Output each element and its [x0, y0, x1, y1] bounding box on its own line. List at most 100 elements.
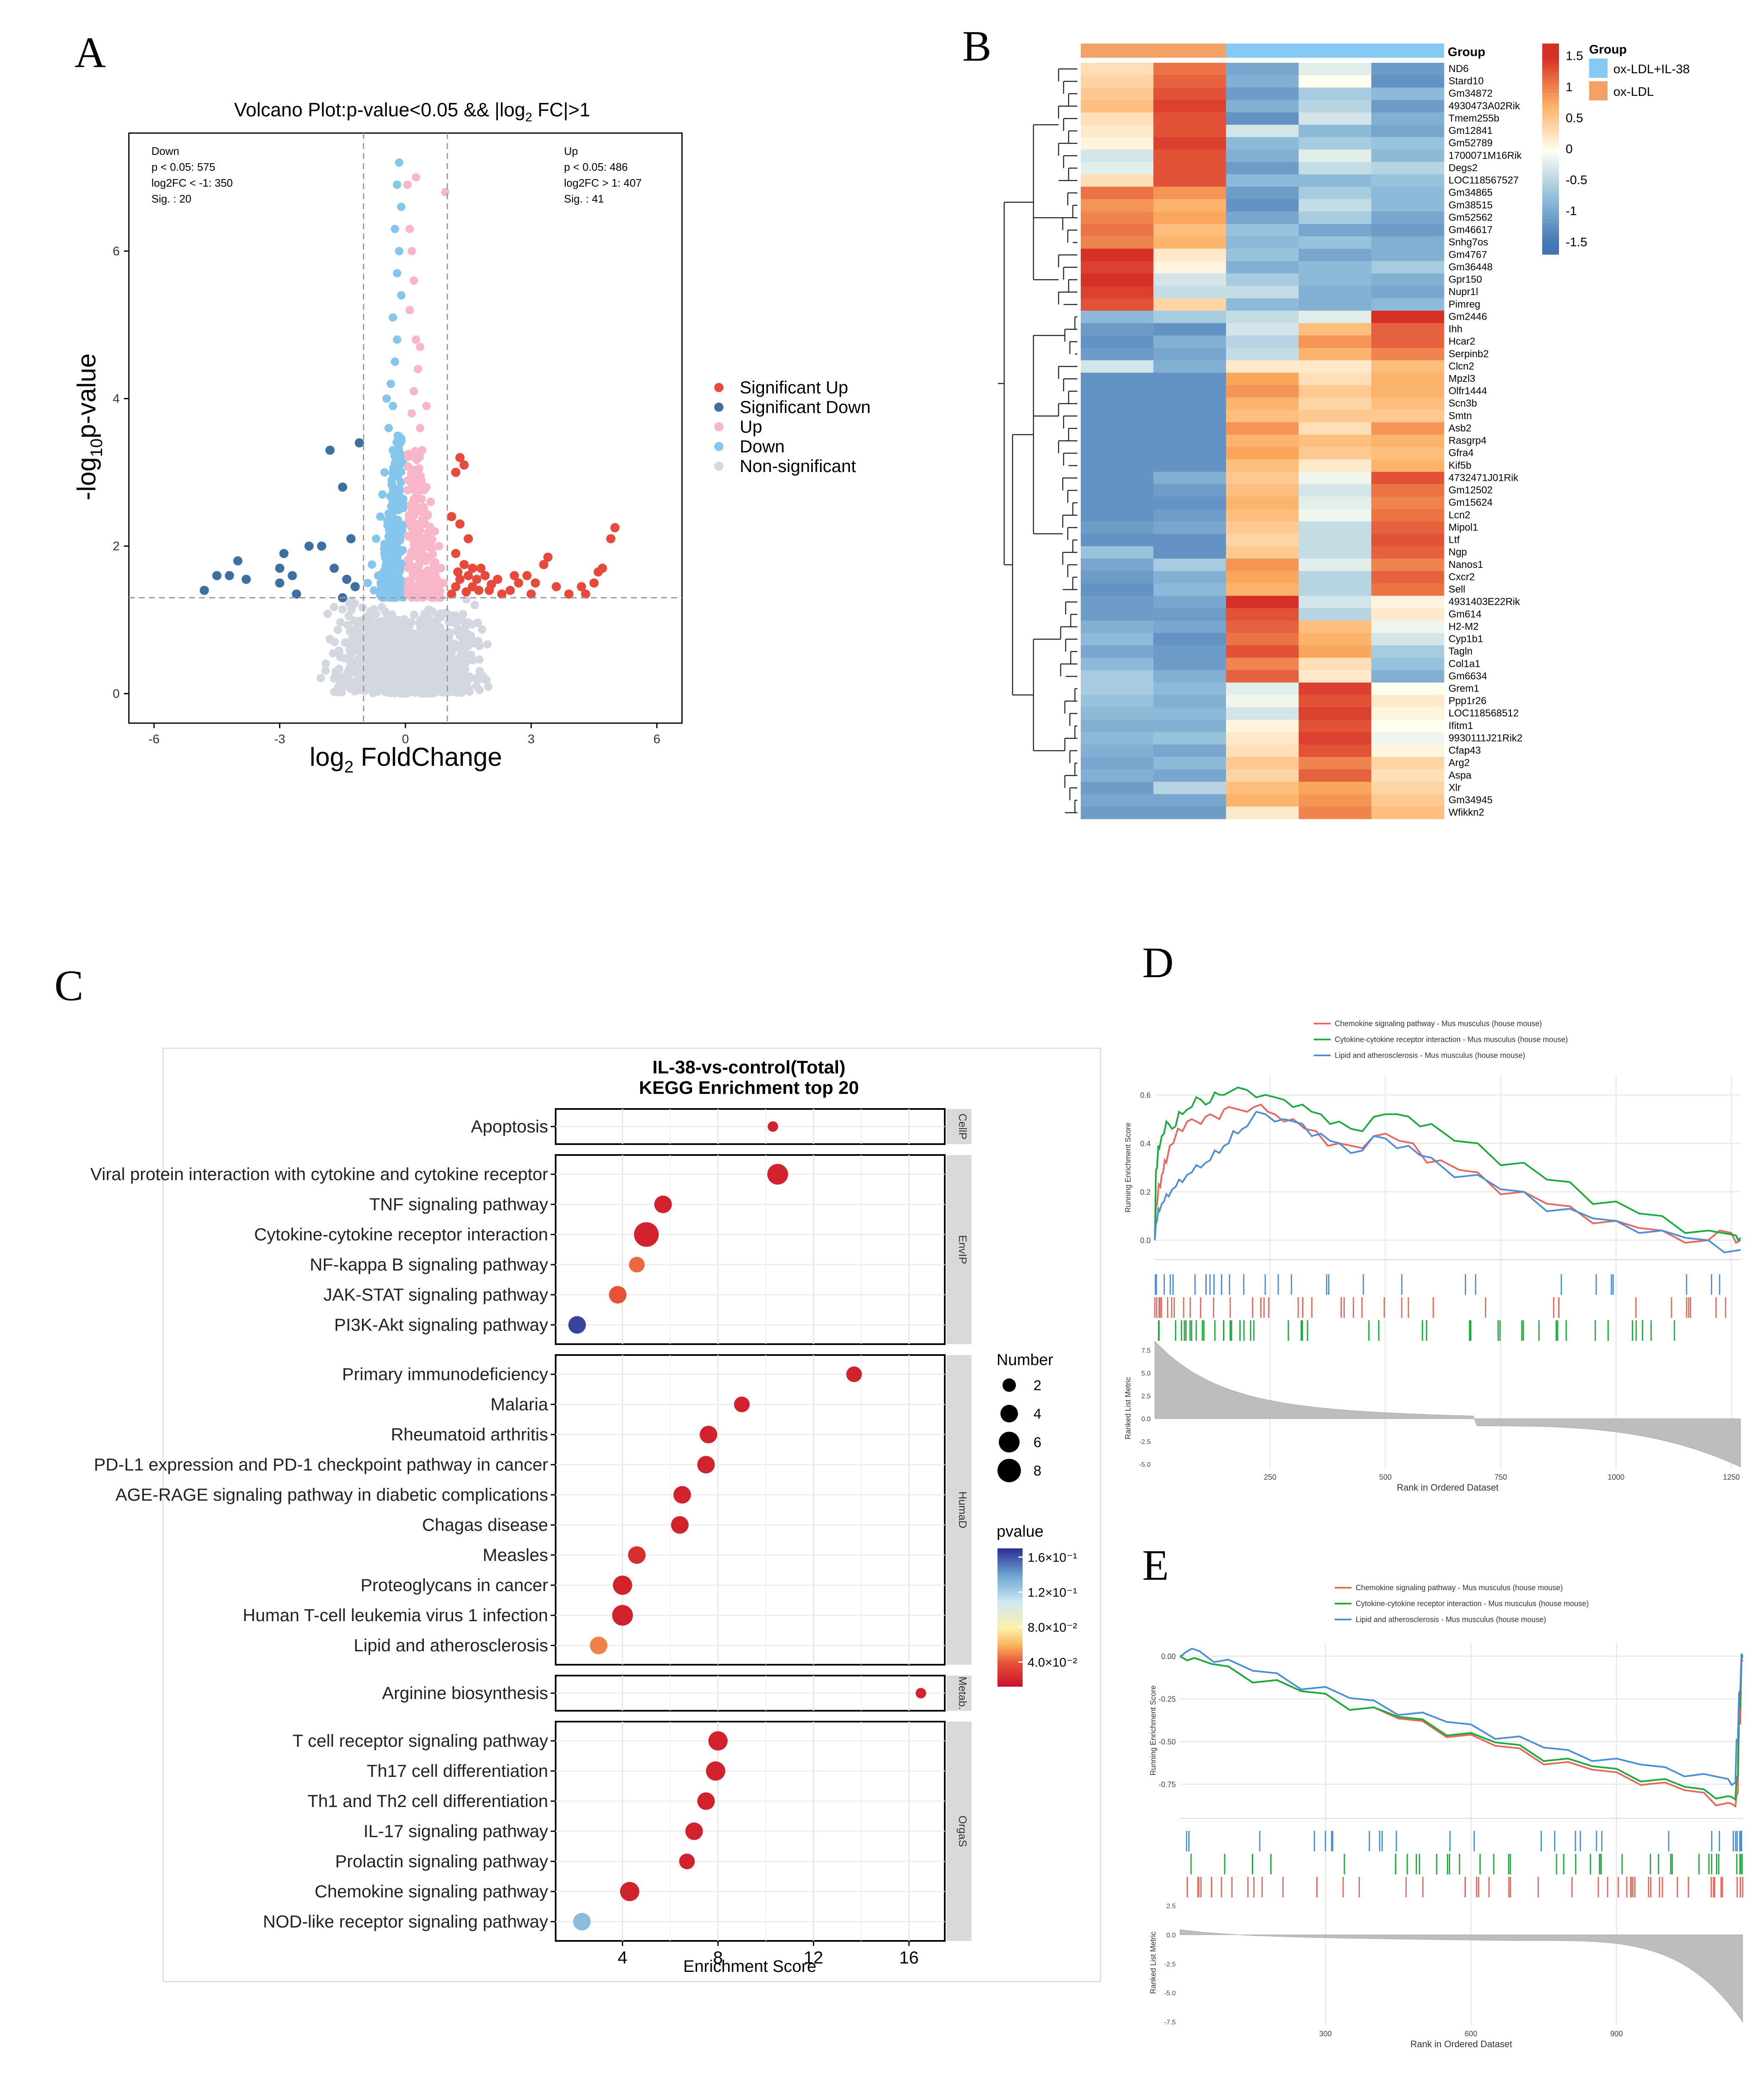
x-tick-label: 4	[618, 1948, 627, 1967]
gene-label: Wfikkn2	[1449, 807, 1484, 818]
point-nonsignificant	[467, 631, 475, 640]
group-legend-title: Group	[1589, 43, 1627, 56]
point-down	[382, 394, 391, 403]
gene-label: Cyp1b1	[1449, 634, 1483, 645]
size-legend-label: 2	[1033, 1378, 1041, 1394]
color-legend-step	[997, 1676, 1023, 1679]
group-annotation-cell	[1226, 44, 1299, 58]
point-up	[404, 581, 413, 590]
color-scale-step	[1542, 96, 1559, 100]
point-down	[392, 180, 401, 189]
point-significant-up	[610, 523, 620, 532]
point-up	[412, 173, 420, 182]
color-legend-step	[997, 1624, 1023, 1626]
term-label: Primary immunodeficiency	[342, 1364, 548, 1384]
heatmap-cell	[1298, 534, 1372, 547]
point-nonsignificant	[441, 665, 449, 673]
term-label: Chagas disease	[422, 1515, 548, 1535]
panel-label-b: B	[962, 22, 991, 70]
gsea-x-label: Rank in Ordered Dataset	[1397, 1482, 1498, 1493]
term-label: Malaria	[490, 1394, 548, 1414]
color-legend-step	[997, 1582, 1023, 1584]
term-bubble	[706, 1761, 726, 1781]
heatmap-cell	[1226, 447, 1299, 460]
color-scale-step	[1542, 202, 1559, 205]
group-annotation-cell	[1298, 44, 1372, 58]
heatmap-cell	[1371, 323, 1444, 336]
up-points	[403, 173, 450, 602]
gsea-metric-tick: -5.0	[1164, 1990, 1176, 1997]
point-significant-up	[453, 567, 463, 577]
legend-marker	[714, 422, 723, 431]
color-legend-step	[997, 1651, 1023, 1653]
color-legend-step	[997, 1663, 1023, 1666]
heatmap-cell	[1298, 385, 1372, 398]
color-scale-step	[1542, 198, 1559, 202]
gsea-x-tick: 900	[1610, 2030, 1623, 2038]
gene-label: Ifitm1	[1449, 720, 1473, 732]
point-down	[386, 380, 395, 388]
heatmap-cell	[1226, 571, 1299, 584]
heatmap-cell	[1298, 286, 1372, 299]
heatmap-cell	[1226, 683, 1299, 696]
gene-label: Gm4767	[1449, 249, 1487, 260]
point-significant-up	[589, 578, 599, 588]
point-up	[431, 527, 439, 536]
point-nonsignificant	[369, 677, 378, 686]
heatmap-cell	[1226, 100, 1299, 113]
heatmap-cell	[1081, 323, 1154, 336]
point-nonsignificant	[363, 644, 372, 653]
gene-label: Gm34872	[1449, 88, 1492, 99]
point-significant-down	[200, 585, 209, 595]
heatmap-cell	[1298, 162, 1372, 175]
gene-label: Mipol1	[1449, 522, 1478, 533]
gene-label: Ppp1r26	[1449, 696, 1487, 707]
heatmap-panel: Group ND6 Stard10Gm348724930473A02RikTmem…	[998, 43, 1690, 819]
point-significant-down	[279, 549, 289, 558]
color-legend-label: 8.0×10⁻²	[1028, 1621, 1077, 1635]
point-nonsignificant	[424, 605, 433, 614]
color-legend-step	[997, 1630, 1023, 1632]
point-significant-up	[451, 549, 461, 558]
point-nonsignificant	[418, 670, 427, 679]
heatmap-cell	[1371, 422, 1444, 435]
group-legend: Group ox-LDL+IL-38 ox-LDL	[1589, 43, 1690, 100]
term-bubble	[673, 1486, 691, 1504]
heatmap-cell	[1298, 187, 1372, 200]
color-scale-step	[1542, 230, 1559, 234]
heatmap-cell	[1081, 608, 1154, 621]
heatmap-cell	[1371, 100, 1444, 113]
group-legend-label-oxldl: ox-LDL	[1613, 85, 1654, 99]
heatmap-cell	[1153, 707, 1226, 720]
point-nonsignificant	[429, 665, 438, 674]
gsea-metric-label: Ranked List Metric	[1149, 1931, 1157, 1994]
heatmap-cell	[1081, 100, 1154, 113]
heatmap-cell	[1226, 385, 1299, 398]
color-legend-step	[997, 1643, 1023, 1645]
gsea-metric-tick: 2.5	[1167, 1903, 1176, 1910]
down-box-line-3: log2FC < -1: 350	[151, 177, 233, 189]
gene-label: Gpr150	[1449, 274, 1482, 285]
color-legend-step	[997, 1613, 1023, 1616]
color-legend-step	[997, 1580, 1023, 1582]
down-box-line-1: Down	[151, 145, 179, 157]
heatmap-cell	[1371, 707, 1444, 720]
heatmap-cell	[1226, 137, 1299, 150]
heatmap-cell	[1298, 311, 1372, 323]
heatmap-cell	[1153, 224, 1226, 237]
color-scale-tick: -0.5	[1566, 173, 1587, 187]
point-nonsignificant	[333, 626, 342, 634]
panel-label-c: C	[54, 962, 83, 1010]
down-points	[363, 158, 408, 602]
heatmap-cell	[1226, 149, 1299, 162]
term-bubble	[846, 1366, 862, 1382]
point-down	[378, 490, 387, 499]
heatmap-cell	[1298, 769, 1372, 782]
group-annotation-cell	[1371, 44, 1444, 58]
heatmap-cell	[1298, 683, 1372, 696]
gsea-y-tick: 0.00	[1161, 1653, 1176, 1661]
gene-label: 1700071M16Rik	[1449, 150, 1522, 161]
point-up	[431, 568, 440, 577]
point-down	[395, 247, 403, 255]
point-up	[422, 483, 431, 491]
